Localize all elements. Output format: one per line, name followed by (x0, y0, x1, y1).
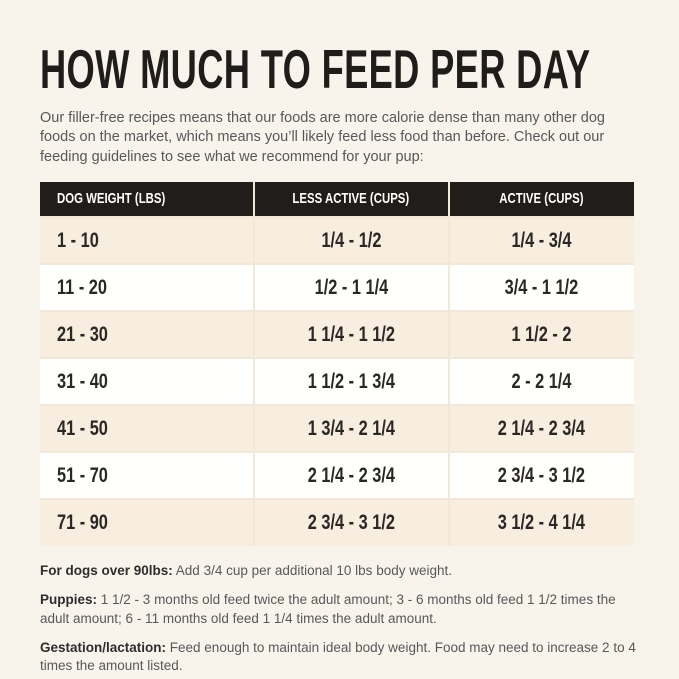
table-header-row: DOG WEIGHT (LBS) LESS ACTIVE (CUPS) ACTI… (40, 181, 634, 217)
cell-value: 1/2 - 1 1/4 (314, 274, 389, 299)
table-body: 1 - 10 1/4 - 1/2 1/4 - 3/4 11 - 20 1/2 - 1 1… (40, 215, 634, 546)
intro-paragraph: Our filler-free recipes means that our f… (40, 110, 605, 165)
cell-less-active: 1 3/4 - 2 1/4 (252, 403, 449, 452)
page-title: HOW MUCH TO FEED PER DAY (40, 42, 639, 97)
cell-value: 1/4 - 1/2 (321, 227, 382, 252)
note-puppies: Puppies: 1 1/2 - 3 months old feed twice… (40, 591, 640, 629)
cell-active: 1 1/2 - 2 (447, 309, 634, 358)
cell-value: 1 1/4 - 1 1/2 (307, 321, 395, 346)
cell-value: 1 1/2 - 2 (511, 321, 572, 346)
cell-value: 11 - 20 (57, 274, 107, 299)
cell-active: 1/4 - 3/4 (447, 215, 634, 264)
cell-value: 2 3/4 - 3 1/2 (307, 510, 395, 535)
cell-dog-weight: 51 - 70 (40, 450, 254, 499)
cell-value: 1/4 - 3/4 (511, 227, 572, 252)
cell-value: 41 - 50 (57, 415, 108, 440)
cell-dog-weight: 41 - 50 (40, 403, 254, 452)
cell-value: 21 - 30 (57, 321, 108, 346)
note-label: Puppies: (40, 591, 98, 607)
cell-active: 3/4 - 1 1/2 (447, 262, 634, 311)
page-title-text: HOW MUCH TO FEED PER DAY (40, 38, 591, 100)
cell-dog-weight: 21 - 30 (40, 309, 254, 358)
note-label: For dogs over 90lbs: (40, 562, 173, 578)
cell-value: 2 3/4 - 3 1/2 (498, 462, 586, 487)
cell-less-active: 1/4 - 1/2 (252, 215, 449, 264)
cell-value: 3/4 - 1 1/2 (505, 274, 579, 299)
table-row: 41 - 50 1 3/4 - 2 1/4 2 1/4 - 2 3/4 (40, 403, 634, 452)
table-row: 1 - 10 1/4 - 1/2 1/4 - 3/4 (40, 215, 634, 264)
cell-less-active: 2 3/4 - 3 1/2 (252, 497, 449, 546)
cell-dog-weight: 31 - 40 (40, 356, 254, 405)
feeding-guide-table: DOG WEIGHT (LBS) LESS ACTIVE (CUPS) ACTI… (40, 181, 634, 546)
note-gestation-lactation: Gestation/lactation: Feed enough to main… (40, 639, 640, 677)
cell-value: 51 - 70 (57, 462, 108, 487)
table-row: 51 - 70 2 1/4 - 2 3/4 2 3/4 - 3 1/2 (40, 450, 634, 499)
table-row: 11 - 20 1/2 - 1 1/4 3/4 - 1 1/2 (40, 262, 634, 311)
cell-active: 3 1/2 - 4 1/4 (447, 497, 634, 546)
cell-value: 2 - 2 1/4 (511, 368, 572, 393)
cell-value: 1 3/4 - 2 1/4 (307, 415, 395, 440)
note-text: Add 3/4 cup per additional 10 lbs body w… (175, 562, 452, 578)
table-row: 21 - 30 1 1/4 - 1 1/2 1 1/2 - 2 (40, 309, 634, 358)
cell-value: 3 1/2 - 4 1/4 (498, 510, 586, 535)
column-header-active: ACTIVE (CUPS) (447, 181, 634, 217)
column-header-less-active: LESS ACTIVE (CUPS) (252, 181, 449, 217)
cell-dog-weight: 1 - 10 (40, 215, 254, 264)
note-text: Feed enough to maintain ideal body weigh… (40, 639, 636, 674)
note-text: 1 1/2 - 3 months old feed twice the adul… (40, 591, 616, 626)
cell-value: 71 - 90 (57, 510, 108, 535)
cell-less-active: 1/2 - 1 1/4 (252, 262, 449, 311)
notes-section: For dogs over 90lbs: Add 3/4 cup per add… (40, 562, 640, 676)
cell-less-active: 1 1/4 - 1 1/2 (252, 309, 449, 358)
cell-value: 31 - 40 (57, 368, 108, 393)
cell-active: 2 3/4 - 3 1/2 (447, 450, 634, 499)
note-dogs-over-90lbs: For dogs over 90lbs: Add 3/4 cup per add… (40, 562, 640, 581)
cell-less-active: 1 1/2 - 1 3/4 (252, 356, 449, 405)
cell-active: 2 - 2 1/4 (447, 356, 634, 405)
cell-value: 1 - 10 (57, 227, 99, 252)
table-row: 31 - 40 1 1/2 - 1 3/4 2 - 2 1/4 (40, 356, 634, 405)
table-row: 71 - 90 2 3/4 - 3 1/2 3 1/2 - 4 1/4 (40, 497, 634, 546)
cell-value: 1 1/2 - 1 3/4 (307, 368, 395, 393)
cell-dog-weight: 71 - 90 (40, 497, 254, 546)
cell-less-active: 2 1/4 - 2 3/4 (252, 450, 449, 499)
column-header-dog-weight: DOG WEIGHT (LBS) (40, 181, 254, 217)
note-label: Gestation/lactation: (40, 639, 167, 655)
cell-value: 2 1/4 - 2 3/4 (498, 415, 586, 440)
cell-active: 2 1/4 - 2 3/4 (447, 403, 634, 452)
cell-dog-weight: 11 - 20 (40, 262, 254, 311)
cell-value: 2 1/4 - 2 3/4 (307, 462, 395, 487)
